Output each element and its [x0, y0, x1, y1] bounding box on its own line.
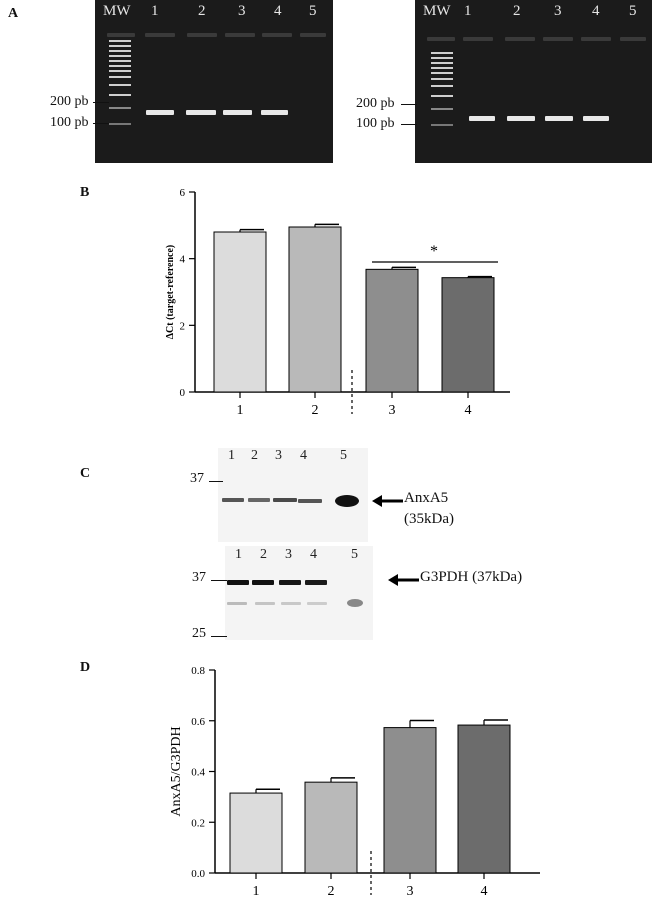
blot-lane-label: 4 — [310, 547, 317, 562]
bar — [457, 724, 511, 874]
blot-lane-label: 1 — [235, 547, 242, 562]
y-axis-label: ΔCt (target-reference) — [165, 245, 176, 339]
y-tick-label: 0.8 — [191, 665, 205, 677]
gel-lane-label: 5 — [629, 3, 637, 19]
y-axis-label: AnxA5/G3PDH — [169, 726, 184, 816]
y-tick-label: 0 — [180, 387, 186, 399]
bar — [229, 792, 283, 874]
blot-protein-label: AnxA5 — [404, 490, 449, 506]
y-tick-label: 0.6 — [191, 716, 205, 728]
blot-lane-label: 3 — [285, 547, 292, 562]
g3pdh-bands — [227, 580, 363, 607]
mw-marker-label: 25 — [192, 626, 206, 641]
gel-lane-label: 4 — [274, 3, 282, 19]
delta-ct-bar-chart: 0 2 4 6 ΔCt (target-reference) 1 2 3 4 * — [165, 187, 510, 418]
mw-marker-tick — [209, 481, 223, 482]
bar — [365, 268, 419, 393]
blot-lane-label: 3 — [275, 448, 282, 463]
size-marker-tick — [93, 102, 109, 103]
gel-lane-label: 1 — [151, 3, 159, 19]
size-marker-label: 100 pb — [50, 115, 89, 130]
gel-bands-left — [107, 33, 326, 125]
mw-marker-label: 37 — [190, 471, 204, 486]
bar — [383, 727, 437, 874]
western-blot-anxa5: 1 2 3 4 5 — [218, 448, 368, 542]
anxa5-g3pdh-ratio-bar-chart: 0.0 0.2 0.4 0.6 0.8 AnxA5/G3PDH 1 2 3 4 — [169, 665, 540, 899]
blot-lane-label: 5 — [351, 547, 358, 562]
anxa5-bands — [222, 495, 359, 507]
gel-lane-label: 2 — [513, 3, 521, 19]
panel-label-d: D — [80, 660, 91, 675]
gel-image-right: MW 1 2 3 4 5 — [415, 0, 652, 163]
y-tick-label: 2 — [180, 320, 186, 332]
gel-lane-label: 3 — [238, 3, 246, 19]
gel-lane-label: 1 — [464, 3, 472, 19]
blot-protein-label: G3PDH (37kDa) — [420, 569, 523, 585]
panel-label-b: B — [80, 185, 90, 200]
size-marker-label: 100 pb — [356, 116, 395, 131]
x-tick-label: 1 — [237, 403, 244, 418]
panel-label-a: A — [8, 6, 19, 21]
size-marker-label: 200 pb — [50, 94, 89, 109]
gel-lane-label: 5 — [309, 3, 317, 19]
panel-label-c: C — [80, 466, 91, 481]
western-blot-g3pdh: 1 2 3 4 5 — [225, 546, 373, 640]
blot-lane-label: 1 — [228, 448, 235, 463]
blot-lane-label: 2 — [260, 547, 267, 562]
x-tick-label: 3 — [389, 403, 396, 418]
mw-marker-label: 37 — [192, 570, 206, 585]
gel-image-left: MW 1 2 3 4 5 — [95, 0, 333, 163]
y-tick-label: 0.4 — [191, 767, 205, 779]
arrow-left-icon — [388, 574, 419, 586]
x-tick-label: 3 — [407, 884, 414, 899]
arrow-left-icon — [372, 495, 403, 507]
size-marker-label: 200 pb — [356, 96, 395, 111]
gel-lane-label: 2 — [198, 3, 206, 19]
blot-lane-label: 2 — [251, 448, 258, 463]
y-tick-label: 0.2 — [191, 817, 205, 829]
y-tick-label: 6 — [180, 187, 186, 199]
size-marker-tick — [93, 123, 109, 124]
blot-lane-label: 5 — [340, 448, 347, 463]
blot-protein-size: (35kDa) — [404, 511, 454, 527]
x-tick-label: 1 — [253, 884, 260, 899]
bar — [213, 231, 267, 393]
bar — [288, 226, 342, 393]
gel-lane-label: MW — [423, 3, 451, 19]
x-tick-label: 4 — [481, 884, 488, 899]
bar — [441, 277, 495, 393]
y-tick-label: 4 — [180, 254, 186, 266]
mw-marker-tick — [211, 580, 227, 581]
size-marker-tick — [401, 124, 417, 125]
mw-marker-tick — [211, 636, 227, 637]
gel-lane-label: 4 — [592, 3, 600, 19]
x-tick-label: 4 — [465, 403, 472, 418]
y-tick-label: 0.0 — [191, 868, 205, 880]
bar — [304, 781, 358, 874]
blot-lane-label: 4 — [300, 448, 307, 463]
gel-lane-label: MW — [103, 3, 131, 19]
gel-lane-label: 3 — [554, 3, 562, 19]
x-tick-label: 2 — [328, 884, 335, 899]
size-marker-tick — [401, 104, 417, 105]
x-tick-label: 2 — [312, 403, 319, 418]
significance-marker: * — [430, 243, 438, 260]
gel-bands-right — [427, 37, 646, 126]
